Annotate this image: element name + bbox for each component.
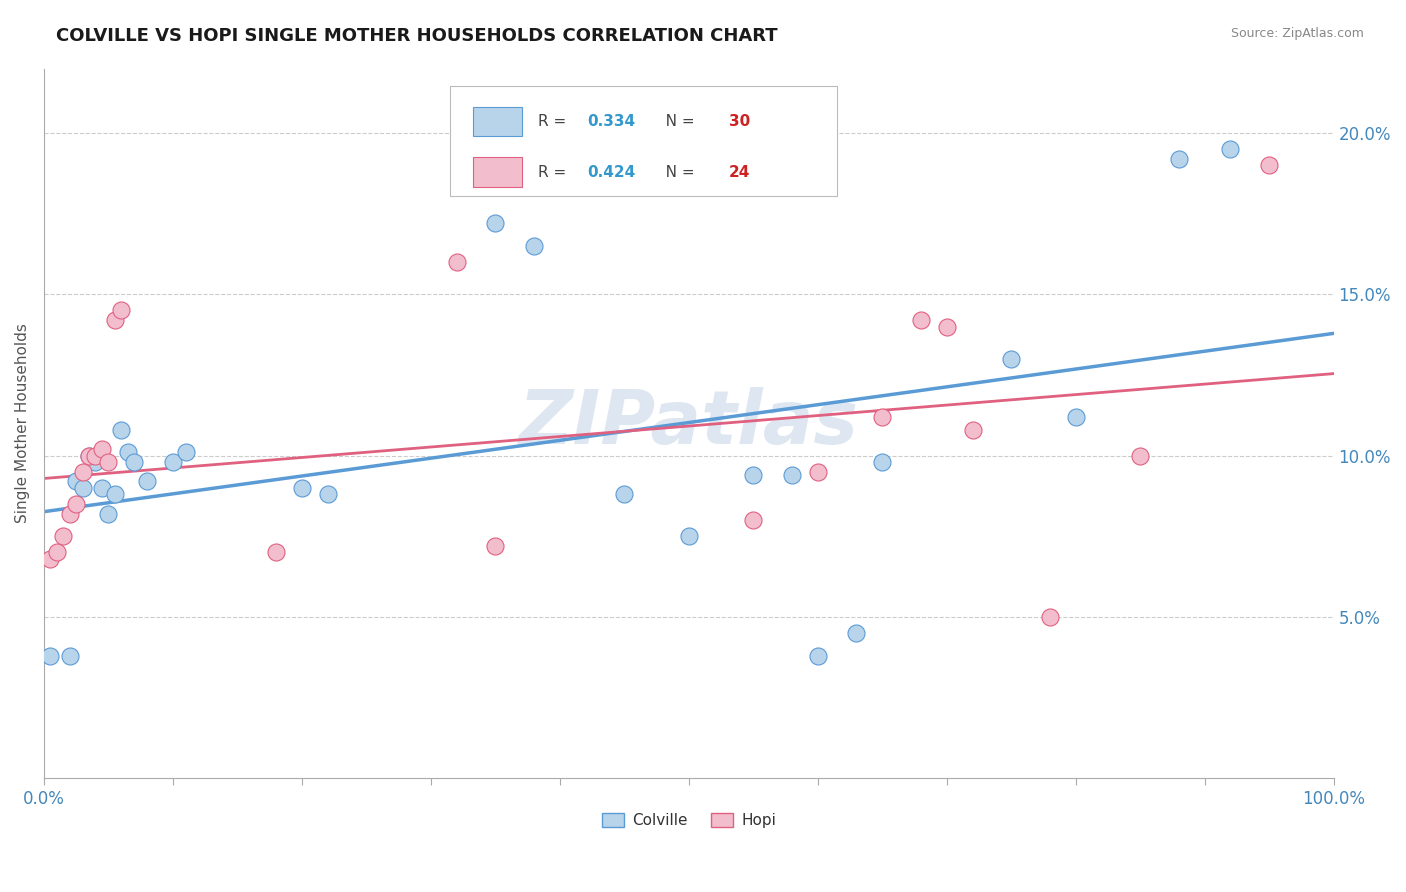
Point — [446, 255, 468, 269]
Point — [316, 487, 339, 501]
Point — [1219, 142, 1241, 156]
Point — [742, 513, 765, 527]
Point — [962, 423, 984, 437]
Point — [52, 529, 75, 543]
Point — [613, 487, 636, 501]
Point — [104, 313, 127, 327]
Point — [1064, 409, 1087, 424]
Point — [845, 626, 868, 640]
Legend: Colville, Hopi: Colville, Hopi — [596, 807, 782, 834]
Point — [65, 475, 87, 489]
Point — [59, 507, 82, 521]
Point — [110, 423, 132, 437]
Point — [1167, 152, 1189, 166]
Text: N =: N = — [651, 114, 700, 129]
Point — [523, 239, 546, 253]
Point — [1000, 351, 1022, 366]
Text: R =: R = — [538, 164, 571, 179]
Point — [935, 319, 957, 334]
Point — [484, 539, 506, 553]
Text: 30: 30 — [728, 114, 749, 129]
Point — [1039, 610, 1062, 624]
Point — [65, 497, 87, 511]
Point — [1258, 158, 1281, 172]
Point — [72, 465, 94, 479]
Point — [104, 487, 127, 501]
Text: R =: R = — [538, 114, 571, 129]
Point — [77, 449, 100, 463]
Point — [72, 481, 94, 495]
Point — [807, 648, 830, 663]
Point — [678, 529, 700, 543]
Point — [162, 455, 184, 469]
Point — [870, 455, 893, 469]
Y-axis label: Single Mother Households: Single Mother Households — [15, 324, 30, 524]
Point — [870, 409, 893, 424]
Point — [84, 449, 107, 463]
Point — [90, 442, 112, 457]
Text: 24: 24 — [728, 164, 751, 179]
Point — [807, 465, 830, 479]
Text: ZIPatlas: ZIPatlas — [519, 387, 859, 460]
Point — [39, 648, 62, 663]
Text: COLVILLE VS HOPI SINGLE MOTHER HOUSEHOLDS CORRELATION CHART: COLVILLE VS HOPI SINGLE MOTHER HOUSEHOLD… — [56, 27, 778, 45]
Text: N =: N = — [651, 164, 700, 179]
Point — [136, 475, 159, 489]
FancyBboxPatch shape — [450, 87, 837, 196]
FancyBboxPatch shape — [474, 157, 523, 187]
Point — [291, 481, 314, 495]
Point — [97, 455, 120, 469]
Text: 0.334: 0.334 — [586, 114, 636, 129]
Point — [117, 445, 139, 459]
Point — [264, 545, 287, 559]
Point — [484, 216, 506, 230]
Point — [122, 455, 145, 469]
Point — [97, 507, 120, 521]
FancyBboxPatch shape — [474, 106, 523, 136]
Point — [1129, 449, 1152, 463]
Point — [84, 455, 107, 469]
Text: Source: ZipAtlas.com: Source: ZipAtlas.com — [1230, 27, 1364, 40]
Point — [77, 449, 100, 463]
Point — [39, 552, 62, 566]
Point — [110, 303, 132, 318]
Text: 0.424: 0.424 — [586, 164, 636, 179]
Point — [742, 467, 765, 482]
Point — [910, 313, 932, 327]
Point — [780, 467, 803, 482]
Point — [174, 445, 197, 459]
Point — [90, 481, 112, 495]
Point — [45, 545, 67, 559]
Point — [59, 648, 82, 663]
